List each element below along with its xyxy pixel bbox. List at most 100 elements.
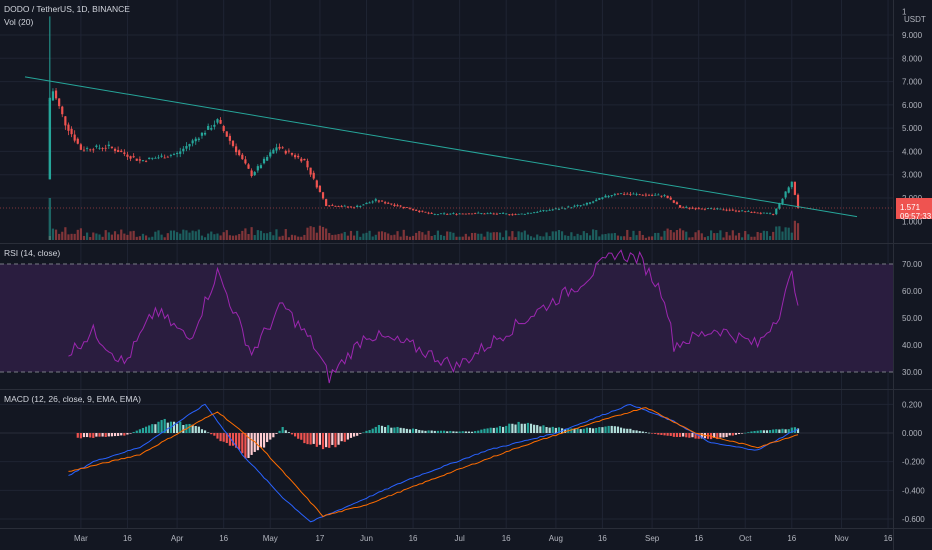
macd-histogram-bar: [762, 430, 765, 433]
macd-histogram-bar: [489, 427, 492, 433]
macd-histogram-bar: [470, 431, 474, 433]
macd-histogram-bar: [396, 426, 399, 433]
volume-bar: [231, 235, 235, 240]
volume-bar: [511, 231, 514, 240]
time-tick-label: Jul: [455, 534, 465, 543]
volume-bar: [272, 235, 275, 240]
candle-body: [682, 207, 685, 209]
macd-histogram-bar: [480, 429, 483, 433]
volume-bar: [250, 227, 253, 240]
macd-histogram-bar: [604, 426, 607, 433]
volume-bar: [626, 229, 629, 240]
candle-body: [362, 204, 365, 206]
macd-histogram-bar: [455, 431, 458, 433]
candle-body: [737, 210, 741, 212]
volume-bar: [64, 227, 67, 240]
candle-body: [709, 208, 713, 209]
volume-bar: [293, 235, 297, 240]
volume-bar: [427, 230, 430, 240]
macd-histogram-bar: [340, 433, 343, 442]
macd-histogram-bar: [436, 430, 439, 433]
volume-bar: [486, 231, 489, 240]
volume-bar: [54, 229, 58, 240]
macd-histogram-bar: [629, 428, 632, 433]
macd-histogram-bar: [89, 433, 92, 438]
candle-body: [123, 152, 126, 154]
volume-bar: [505, 230, 508, 240]
macd-histogram-bar: [343, 433, 346, 442]
macd-histogram-bar: [691, 433, 694, 438]
candle-body: [623, 193, 626, 195]
volume-bar: [548, 236, 551, 240]
macd-histogram-bar: [644, 432, 647, 433]
macd-histogram-bar: [247, 433, 250, 458]
volume-bar: [446, 231, 449, 240]
volume-bar: [359, 236, 362, 240]
candle-body: [694, 208, 697, 210]
candle-body: [443, 213, 446, 215]
rsi-label: RSI (14, close): [4, 248, 60, 258]
macd-histogram-bar: [200, 429, 204, 433]
candle-body: [154, 157, 157, 159]
macd-signal-line: [68, 407, 799, 518]
macd-histogram-bar: [123, 433, 126, 436]
macd-histogram-bar: [700, 433, 703, 439]
volume-bar: [95, 233, 98, 240]
candle-body: [272, 149, 275, 154]
candle-body: [405, 207, 408, 208]
volume-bar: [79, 228, 82, 240]
macd-histogram-bar: [588, 427, 592, 433]
candle-body: [163, 157, 166, 159]
candle-body: [337, 206, 340, 207]
macd-histogram-bar: [210, 433, 213, 435]
candle-body: [573, 205, 576, 207]
candle-body: [396, 205, 399, 207]
candle-body: [290, 153, 294, 155]
volume-bar: [567, 235, 570, 240]
volume-bar: [576, 233, 579, 240]
macd-histogram-bar: [719, 433, 722, 438]
candle-body: [784, 191, 787, 198]
volume-bar: [132, 230, 135, 240]
candle-body: [685, 206, 688, 208]
candle-body: [356, 205, 359, 208]
volume-bar: [731, 230, 734, 240]
volume-bar: [489, 232, 492, 240]
candle-body: [449, 213, 452, 215]
volume-bar: [613, 233, 616, 240]
volume-bar: [390, 235, 393, 240]
descending-trendline[interactable]: [24, 76, 858, 218]
volume-bar: [300, 236, 303, 240]
macd-histogram-bar: [582, 428, 585, 433]
candle-body: [768, 213, 772, 215]
macd-histogram-bar: [250, 433, 253, 455]
candle-body: [120, 150, 123, 152]
candle-body: [408, 208, 412, 210]
candle-body: [262, 158, 266, 164]
candle-body: [619, 193, 623, 195]
candle-body: [545, 210, 548, 212]
volume-bar: [371, 236, 374, 240]
macd-histogram-bar: [321, 433, 325, 450]
candle-body: [418, 210, 421, 212]
macd-histogram-bar: [452, 431, 455, 433]
volume-bar: [430, 236, 433, 240]
volume-bar: [501, 237, 505, 240]
candle-body: [309, 167, 312, 175]
candle-body: [505, 213, 508, 215]
macd-histogram-bar: [92, 433, 95, 438]
volume-bar: [424, 234, 427, 240]
volume-bar: [117, 234, 120, 240]
time-tick-label: 16: [502, 534, 511, 543]
volume-bar: [492, 232, 495, 240]
macd-tick-label: -0.400: [902, 486, 925, 495]
macd-histogram-bar: [461, 431, 464, 433]
volume-bar: [315, 232, 318, 240]
candle-body: [691, 207, 694, 209]
volume-bar: [259, 230, 263, 240]
macd-histogram-bar: [790, 427, 793, 433]
volume-bar: [266, 233, 269, 240]
volume-bar: [790, 232, 793, 240]
macd-histogram-bar: [613, 426, 616, 433]
